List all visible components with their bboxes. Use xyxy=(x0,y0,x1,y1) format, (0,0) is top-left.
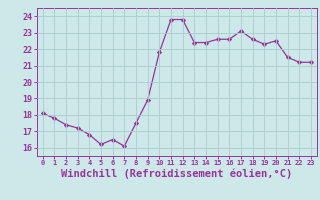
X-axis label: Windchill (Refroidissement éolien,°C): Windchill (Refroidissement éolien,°C) xyxy=(61,169,292,179)
